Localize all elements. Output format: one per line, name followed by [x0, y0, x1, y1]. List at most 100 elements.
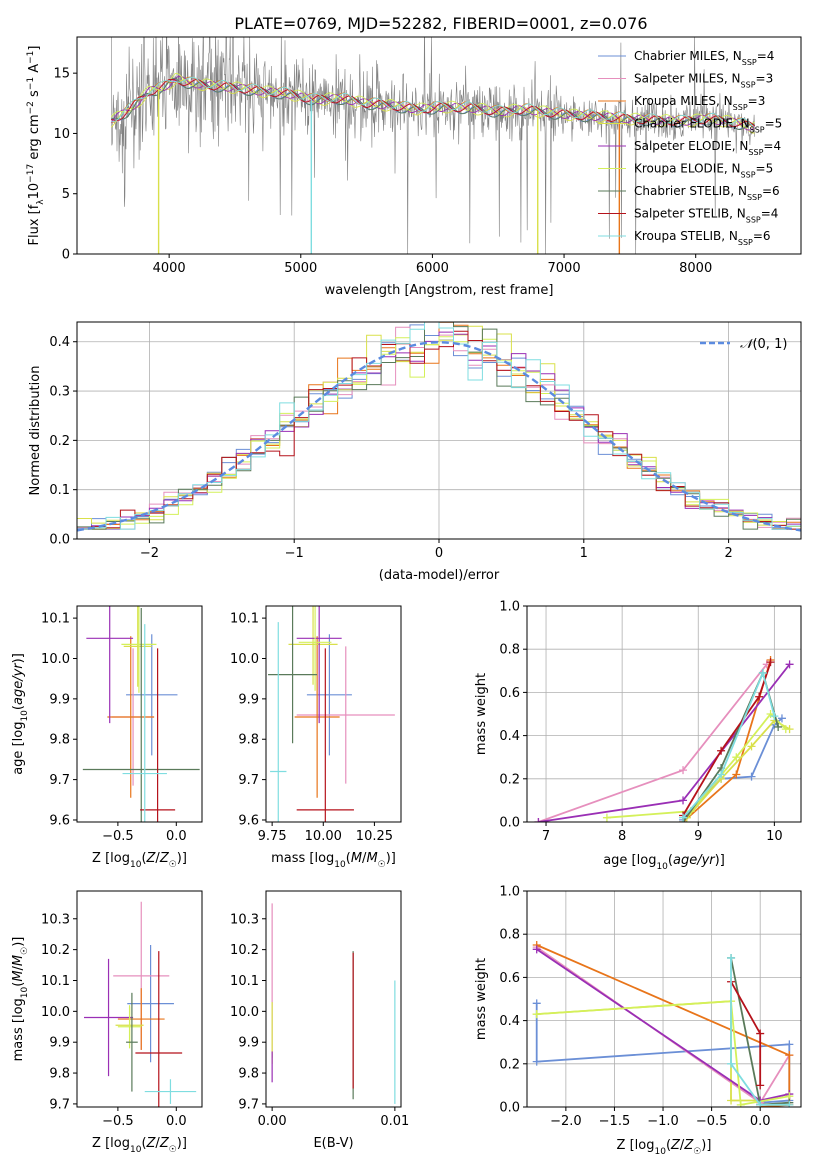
age-vs-Z-panel-frame: −0.5 0.09.69.79.89.910.010.1Z [log10(Z/Z☉… [11, 605, 203, 870]
mass-vs-Z-panel-xlabel-part: Z [log [92, 1136, 130, 1151]
mass-weight-marker [732, 770, 741, 779]
mass-weight-vs-age-panel-xtick-label: 9 [694, 829, 702, 844]
mass-vs-EBV-panel-ytick-label: 10.2 [230, 943, 259, 958]
mass-weight-vs-Z-panel-xtick-label: −1.5 [599, 1114, 631, 1129]
mass-weight-marker [532, 1057, 541, 1066]
age-vs-Z-panel: −0.5 0.09.69.79.89.910.010.1Z [log10(Z/Z☉… [11, 605, 203, 870]
mass-weight-line [730, 958, 790, 1106]
mass-weight-marker [717, 746, 726, 755]
mass-weight-vs-age-panel-axes-frame [526, 605, 802, 823]
mass-weight-marker [732, 753, 741, 762]
age-vs-mass-panel-xlabel-part: M [366, 851, 377, 866]
mass-weight-marker [736, 1100, 745, 1107]
mass-vs-Z-panel-ylabel-part: ☉ [20, 947, 30, 955]
mass-weight-vs-Z-panel-xtick-label: −0.5 [696, 1114, 728, 1129]
age-vs-mass-panel-xlabel-part: ( [346, 851, 351, 866]
age-vs-Z-panel-xlabel-part: 10 [130, 860, 142, 870]
mass-weight-marker [777, 714, 786, 723]
spectrum-panel-xtick-label: 4000 [153, 261, 186, 276]
mass-weight-marker [602, 813, 611, 822]
mass-weight-vs-Z-panel-xtick-label: 0.0 [750, 1114, 771, 1129]
spectrum-panel-axes-frame [76, 36, 802, 255]
age-vs-Z-panel-ylabel: age [log10(age/yr)] [11, 653, 30, 775]
age-vs-Z-panel-xlabel: Z [log10(Z/Z☉)] [92, 851, 187, 870]
spectrum-model-line [111, 78, 756, 128]
mass-vs-Z-panel-ylabel-part: ( [11, 982, 26, 987]
spectrum-ylabel-part: Flux [f [27, 204, 42, 245]
spectrum-ylabel-part: A [27, 64, 42, 77]
mass-weight-marker [532, 945, 541, 954]
mass-vs-Z-panel-xtick-label: −0.5 [102, 1114, 134, 1129]
mass-weight-vs-Z-panel-ytick-label: 0.0 [499, 1101, 520, 1116]
mass-weight-vs-age-panel-ytick-label: 0.8 [499, 643, 520, 658]
mass-weight-vs-age-panel-ytick-label: 0.0 [499, 816, 520, 831]
mass-weight-vs-age-panel-ylabel: mass weight [474, 673, 489, 755]
mass-weight-marker [758, 668, 767, 677]
mass-weight-marker [756, 1100, 765, 1107]
legend-entry: Kroupa ELODIE, NSSP=5 [634, 162, 773, 180]
spectrum-model-line [111, 77, 755, 130]
mass-weight-vs-age-panel-ytick-label: 0.2 [499, 772, 520, 787]
mass-vs-Z-panel-xlabel-part: Z [159, 1136, 170, 1151]
mass-weight-vs-Z-panel-ylabel: mass weight [474, 958, 489, 1040]
mass-weight-vs-age-panel-plot [534, 656, 794, 822]
mass-weight-vs-Z-panel-xtick-label: −2.0 [550, 1114, 582, 1129]
residual-panel-xtick-label: −2 [140, 546, 159, 561]
age-vs-Z-panel-xlabel-part: )] [177, 851, 187, 866]
mass-weight-vs-Z-panel-xtick-label: −1.0 [647, 1114, 679, 1129]
spectrum-ylabel-part: s [27, 90, 42, 101]
residual-panel-ytick-label: 0.2 [49, 434, 70, 449]
spectrum-panel-xtick-label: 5000 [284, 261, 317, 276]
mass-vs-EBV-panel-ytick-label: 9.8 [238, 1067, 259, 1082]
legend-entry-sub: SSP [741, 80, 756, 89]
legend-entry-count: =4 [757, 49, 775, 63]
spectrum-legend: Chabrier MILES, NSSP=4 Salpeter MILES, NS… [598, 49, 782, 247]
mass-vs-Z-panel-xlabel-part: Z [146, 1136, 157, 1151]
mass-weight-marker [727, 1096, 736, 1105]
mass-weight-marker [756, 1029, 765, 1038]
mass-vs-Z-panel-ytick-label: 9.8 [49, 1067, 70, 1082]
age-vs-Z-panel-plot [82, 606, 200, 822]
age-vs-Z-panel-ytick-label: 10.0 [41, 652, 70, 667]
age-vs-mass-panel-xtick-label: 9.75 [258, 829, 287, 844]
legend-entry: Salpeter ELODIE, NSSP=4 [634, 139, 781, 157]
mass-vs-Z-panel: −0.5 0.09.79.89.910.010.110.210.3Z [log10… [11, 890, 203, 1155]
mass-weight-vs-Z-panel-xlabel-part: 10 [654, 1147, 666, 1157]
age-vs-Z-panel-ylabel-part: age/yr [11, 662, 26, 705]
spectrum-panel-xtick-label: 7000 [548, 261, 581, 276]
mass-weight-vs-age-panel-ytick-label: 0.4 [499, 729, 520, 744]
residual-legend-label: 𝒩(0, 1) [740, 337, 787, 352]
age-vs-Z-panel-xlabel-part: Z [146, 851, 157, 866]
legend-entry-count: =6 [762, 184, 780, 198]
mass-weight-vs-Z-panel-xlabel-part: ☉ [693, 1147, 701, 1157]
age-vs-mass-panel-xlabel-part: M [351, 851, 362, 866]
residual-panel: −2 −1 0 1 2 0.0 0.1 0.2 0.3 0.4 (data-model)/error… [28, 321, 802, 583]
mass-weight-line [536, 944, 791, 1107]
age-vs-Z-panel-ytick-label: 9.9 [49, 692, 70, 707]
spectrum-ylabel-part: −17 [26, 164, 36, 183]
mass-weight-marker [774, 722, 783, 731]
spectrum-panel-plot [110, 37, 756, 254]
mass-weight-vs-Z-panel-ytick-label: 0.6 [499, 971, 520, 986]
mass-weight-marker [717, 770, 726, 779]
mass-weight-vs-age-panel-xlabel-part: 10 [656, 862, 668, 872]
mass-weight-marker [679, 813, 688, 822]
mass-vs-Z-panel-frame: −0.5 0.09.79.89.910.010.110.210.3Z [log10… [11, 890, 203, 1155]
age-vs-mass-panel-xtick-label: 10.25 [356, 829, 393, 844]
age-vs-mass-panel-frame: 9.75 10.00 10.25 9.6 9.7 9.8 9.9 10.0 10.1 mass [… [230, 605, 402, 870]
age-vs-mass-panel-plot [268, 606, 395, 822]
mass-vs-EBV-panel-axes-frame [265, 890, 402, 1108]
mass-vs-Z-panel-ytick-label: 9.7 [49, 1097, 70, 1112]
legend-entry: Chabrier ELODIE, NSSP=5 [634, 117, 782, 135]
legend-entry: Kroupa MILES, NSSP=3 [634, 94, 765, 112]
mass-weight-vs-Z-panel-ytick-label: 0.8 [499, 928, 520, 943]
residual-xlabel: (data-model)/error [379, 568, 500, 583]
mass-weight-marker [781, 725, 790, 734]
mass-weight-vs-age-panel-xlabel-part: age/yr [673, 853, 716, 868]
spectrum-panel-ytick-label: 5 [62, 187, 70, 202]
age-vs-Z-panel-ytick-label: 9.8 [49, 733, 70, 748]
mass-weight-vs-age-panel-ytick-label: 1.0 [499, 600, 520, 615]
